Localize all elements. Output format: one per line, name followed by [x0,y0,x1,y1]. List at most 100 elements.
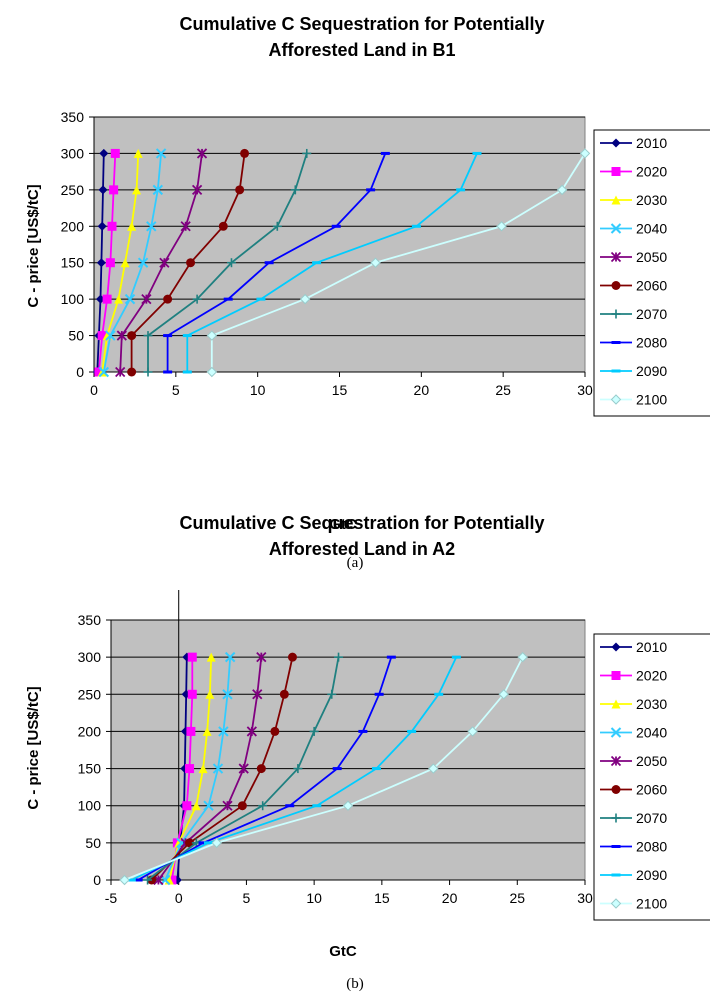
data-point-2080-100 [285,804,295,808]
data-point-2100-200 [467,726,478,737]
data-point-2020-300 [110,148,120,158]
data-point-2080-150 [332,767,342,771]
data-point-2050-50 [116,330,127,341]
legend-label-2050: 2050 [636,753,667,769]
x-tick-label-10: 10 [250,382,266,398]
data-point-2030-200 [202,726,212,736]
data-point-2060-100 [163,294,173,304]
legend-label-2010: 2010 [636,135,667,151]
legend-label-2030: 2030 [636,696,667,712]
data-point-2040-300-stroke-b [224,651,236,663]
data-point-2090-50 [204,841,214,845]
data-point-2080-150 [264,261,274,265]
data-point-2100-0 [206,366,218,378]
data-point-2040-300 [155,148,167,159]
data-point-2050-100 [222,800,233,811]
y-tick-label-100: 100 [78,798,102,814]
data-point-2040-100 [203,800,214,811]
data-point-2090-250 [434,692,444,696]
chart-b: Cumulative C Sequestration for Potential… [25,513,710,992]
data-point-2060-250 [279,689,289,699]
legend-label-2090: 2090 [636,363,667,379]
data-point-2100-250 [498,689,509,700]
data-point-2010-300 [99,148,109,158]
data-point-2040-200-stroke-b [146,221,157,232]
legend-marker-2100 [610,394,622,405]
y-tick-label-0: 0 [76,364,84,380]
data-point-2080-300 [380,151,390,155]
series-2090 [182,151,482,374]
data-point-2080-250 [374,692,384,696]
chart-title-line-1: Cumulative C Sequestration for Potential… [179,14,544,34]
y-tick-label-200: 200 [61,218,85,234]
legend-item-2010: 2010 [600,135,667,151]
series-2070 [143,148,312,377]
data-point-2080-0 [163,370,173,374]
legend-label-2100: 2100 [636,392,667,408]
y-tick-label-250: 250 [78,686,102,702]
data-point-2030-150 [120,258,130,268]
y-tick-label-50: 50 [85,835,101,851]
data-point-2040-300 [224,651,236,663]
data-point-2080-100 [223,297,233,301]
y-tick-label-300: 300 [61,145,85,161]
y-tick-label-50: 50 [68,328,84,344]
data-point-2020-200 [107,221,117,231]
x-tick-label-20: 20 [414,382,430,398]
legend: 2010 2020 2030 2040 2050 2060 2070 2080 2090 2100 [593,129,710,417]
data-point-2030-300 [133,148,143,158]
series-2060 [147,652,297,885]
legend-label-2060: 2060 [636,278,667,294]
x-axis-label: GtC [329,516,357,533]
data-point-2060-200 [218,221,228,231]
data-point-2050-0 [115,366,126,378]
legend: 2010 2020 2030 2040 2050 2060 2070 2080 2090 2100 [593,633,710,921]
data-point-2070-300 [334,652,344,662]
axes [106,590,586,885]
data-point-2030-150 [198,764,208,774]
x-tick-label-0: 0 [175,890,183,906]
x-tick-label-0: 0 [90,382,98,398]
data-point-2040-200 [218,726,229,737]
series-2060 [127,148,250,377]
data-point-2090-100 [312,804,322,808]
legend-label-2070: 2070 [636,810,667,826]
data-point-2020-250 [109,185,119,195]
data-point-2060-250 [235,185,245,195]
legend-item-2020: 2020 [600,164,667,180]
legend-item-2010: 2010 [600,639,667,655]
legend-marker-2050 [610,251,622,263]
data-point-2100-250 [556,184,568,196]
legend-label-2070: 2070 [636,306,667,322]
data-point-2050-250 [252,689,263,700]
chart-title-line-2: Afforested Land in A2 [269,539,455,559]
y-tick-label-350: 350 [61,109,85,125]
legend-marker-2050 [610,755,622,767]
data-point-2030-0 [97,367,107,377]
data-point-2010-150 [96,258,106,268]
x-axis-label: GtC [329,943,357,960]
data-point-2070-100 [192,294,202,304]
data-point-2090-150 [312,261,322,265]
legend-label-2020: 2020 [636,164,667,180]
data-point-2040-300-stroke-b [155,148,167,159]
data-point-2020-100 [182,801,192,811]
data-point-2070-300 [302,148,312,158]
legend-item-2090: 2090 [600,867,667,883]
data-point-2080-0 [133,878,143,882]
legend-item-2040: 2040 [600,725,667,741]
data-point-2070-0 [143,875,153,885]
legend-label-2080: 2080 [636,839,667,855]
data-point-2060-0 [127,367,137,377]
data-point-2040-100-stroke-b [124,293,136,305]
data-point-2040-50-stroke-b [176,837,187,849]
series-2040 [98,148,167,378]
data-point-2030-200 [127,221,137,231]
data-point-2090-0 [126,878,136,882]
legend-item-2060: 2060 [600,782,667,798]
figure-caption: (b) [346,976,364,992]
data-point-2040-100-stroke-b [203,800,214,811]
legend-item-2040: 2040 [600,221,667,237]
data-point-2010-200 [97,221,107,231]
